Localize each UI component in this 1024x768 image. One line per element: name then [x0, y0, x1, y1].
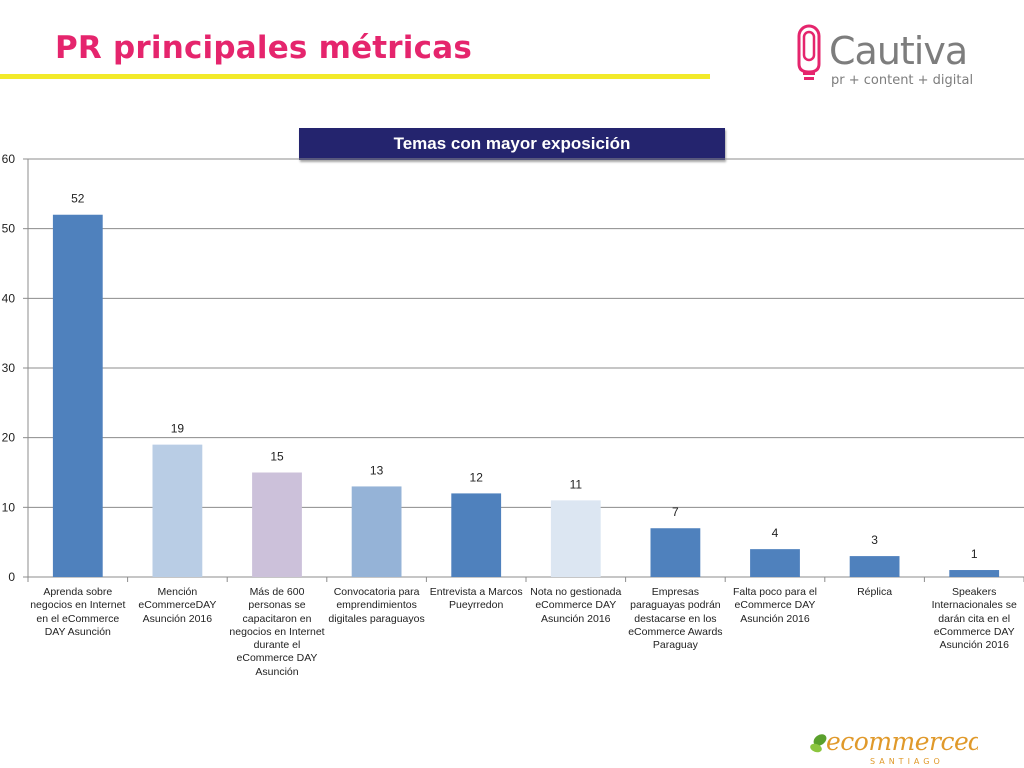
x-category-label: Falta poco para el eCommerce DAY Asunció… — [732, 586, 818, 625]
ecommerceday-logo-text: ecommerceday — [826, 727, 978, 756]
data-label: 52 — [71, 192, 85, 206]
y-tick-label: 40 — [2, 291, 16, 305]
cautiva-logo-text: Cautiva — [829, 29, 967, 73]
data-label: 3 — [871, 533, 878, 547]
data-label: 13 — [370, 463, 384, 477]
y-tick-label: 0 — [8, 570, 15, 584]
data-label: 1 — [971, 547, 978, 561]
bar — [650, 528, 701, 577]
y-tick-label: 60 — [2, 152, 16, 166]
bar — [550, 500, 601, 577]
y-tick-label: 50 — [2, 222, 16, 236]
cautiva-logo: Cautiva pr + content + digital — [797, 24, 973, 88]
chart-title: Temas con mayor exposición — [299, 128, 725, 160]
x-category-label: Aprenda sobre negocios en Internet en el… — [30, 586, 126, 638]
leaf-icon — [810, 734, 827, 753]
data-label: 4 — [772, 526, 779, 540]
bar — [52, 214, 103, 577]
x-category-label: Réplica — [857, 586, 893, 598]
x-category-label: Empresas paraguayas podrán destacarse en… — [628, 586, 723, 652]
data-label: 19 — [171, 422, 185, 436]
y-tick-label: 30 — [2, 361, 16, 375]
bar — [351, 486, 402, 577]
page-title: PR principales métricas — [55, 30, 472, 66]
bar — [949, 570, 1000, 577]
x-category-label: Más de 600 personas se capacitaron en ne… — [229, 586, 325, 678]
y-tick-label: 10 — [2, 500, 16, 514]
x-category-label: Entrevista a Marcos Pueyrredon — [429, 586, 523, 612]
data-label: 11 — [570, 477, 583, 491]
ecommerceday-logo-subtext: SANTIAGO — [870, 757, 944, 766]
lightbulb-icon — [797, 24, 821, 80]
data-label: 7 — [672, 505, 679, 519]
data-label: 15 — [270, 450, 284, 464]
x-category-label: Convocatoria para emprendimientos digita… — [328, 586, 425, 625]
bar — [152, 444, 203, 577]
bar — [252, 472, 302, 577]
x-category-label: Nota no gestionada eCommerce DAY Asunció… — [530, 586, 622, 625]
x-category-label: Speakers Internacionales se darán cita e… — [931, 586, 1017, 652]
ecommerceday-logo: ecommerceday SANTIAGO — [810, 727, 978, 766]
title-underline — [0, 74, 710, 79]
x-category-label: Mención eCommerceDAY Asunción 2016 — [138, 586, 217, 625]
data-label: 12 — [470, 470, 484, 484]
cautiva-logo-tagline: pr + content + digital — [831, 73, 973, 88]
bar — [750, 549, 800, 577]
bar-chart: 0 10 20 30 40 50 60 52 19 15 13 12 11 7 4 3 1 — [2, 152, 1024, 584]
bar — [849, 556, 900, 577]
y-tick-label: 20 — [2, 431, 16, 445]
bar — [451, 493, 502, 577]
